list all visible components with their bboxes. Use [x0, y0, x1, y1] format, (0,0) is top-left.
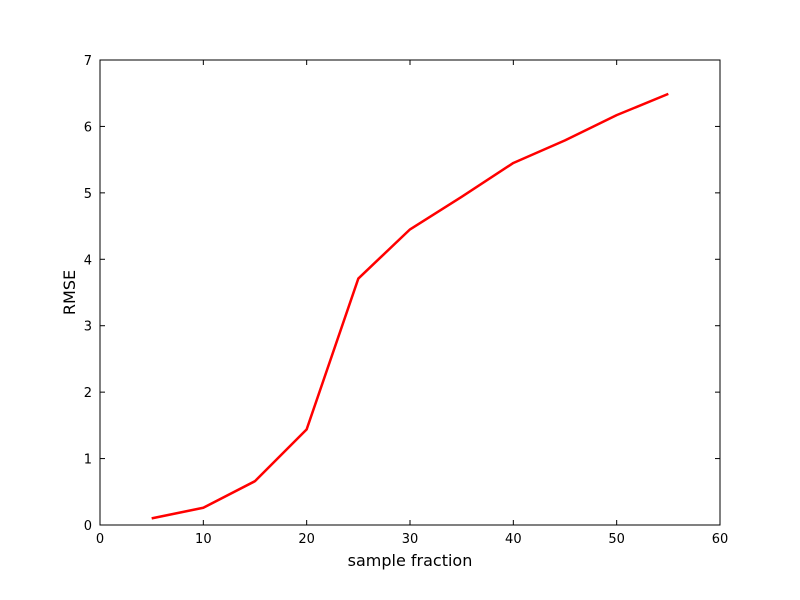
- axis-tick-labels: 0 10 20 30 40 50 60 0 1 2 3 4 5 6 7: [84, 54, 729, 547]
- x-tick-label: 40: [505, 532, 522, 547]
- y-tick-label: 3: [84, 320, 92, 335]
- x-tick-label: 50: [608, 532, 625, 547]
- series-layer: [151, 92, 669, 520]
- x-tick-label: 0: [96, 532, 104, 547]
- y-tick-label: 2: [84, 386, 92, 401]
- y-tick-label: 1: [84, 453, 92, 468]
- series-line: [151, 92, 669, 520]
- x-tick-label: 10: [195, 532, 212, 547]
- y-tick-label: 7: [84, 54, 92, 69]
- x-axis-label: sample fraction: [348, 551, 473, 570]
- x-tick-label: 20: [298, 532, 315, 547]
- y-axis-label: RMSE: [60, 270, 79, 315]
- plot-frame: [99, 59, 721, 526]
- y-tick-label: 5: [84, 187, 92, 202]
- x-tick-label: 60: [712, 532, 729, 547]
- axis-ticks: [99, 59, 721, 526]
- y-tick-label: 4: [84, 253, 92, 268]
- y-tick-label: 6: [84, 120, 92, 135]
- y-tick-label: 0: [84, 519, 92, 534]
- x-tick-label: 30: [402, 532, 419, 547]
